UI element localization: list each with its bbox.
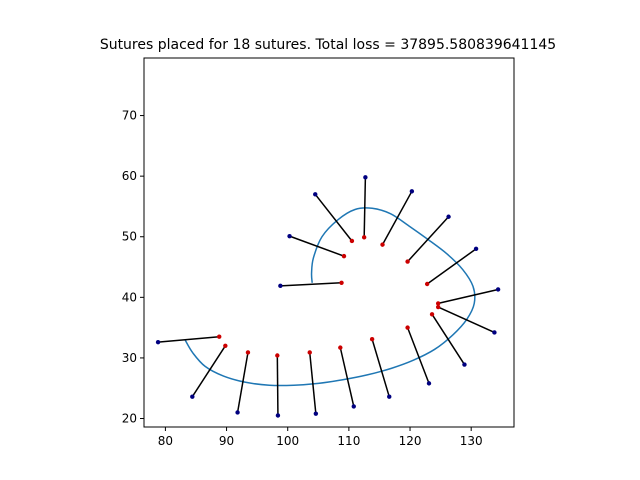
insertion-point-17 [341,253,347,259]
insertion-point-4 [275,353,280,358]
suture-line-3 [236,352,249,413]
insertion-point-18 [339,280,344,285]
extraction-point-17 [287,233,292,239]
extraction-point-12 [473,246,479,252]
extraction-point-6 [351,404,356,409]
insertion-point-1 [217,334,222,339]
insertion-point-8 [405,325,410,330]
suture-line-15 [363,177,367,238]
extraction-point-13 [446,214,451,219]
y-tick-label: 60 [122,169,137,183]
y-tick-label: 70 [122,109,137,123]
insertion-point-7 [369,336,375,342]
suture-line-1 [157,335,220,343]
insertion-point-5 [307,350,312,355]
x-tick-label: 80 [158,434,173,448]
extraction-point-1 [155,339,161,345]
suture-line-8 [406,327,430,384]
insertion-point-6 [338,345,343,350]
suture-line-11 [437,288,499,305]
insertion-point-14 [380,242,385,247]
y-tick-label: 30 [122,351,137,365]
suture-line-12 [426,248,477,285]
suture-line-10 [437,306,495,334]
suture-line-7 [371,338,390,397]
extraction-point-11 [495,287,501,292]
suture-line-17 [289,235,345,257]
y-tick-label: 40 [122,290,137,304]
x-tick-label: 90 [219,434,234,448]
insertion-point-9 [429,312,435,317]
suture-line-16 [314,193,353,242]
extraction-point-16 [313,192,318,197]
x-tick-label: 100 [276,434,299,448]
suture-line-9 [431,313,466,365]
suture-line-4 [276,355,279,416]
insertion-point-12 [424,281,430,287]
wound-curve [184,207,476,387]
suture-line-14 [381,190,413,245]
insertion-point-11 [435,301,441,306]
extraction-point-7 [387,394,392,399]
insertion-point-15 [361,235,367,240]
suture-line-13 [407,216,450,263]
insertion-point-2 [223,343,228,349]
x-tick-label: 130 [460,434,483,448]
insertion-point-13 [405,259,410,264]
suture-line-6 [339,347,355,407]
insertion-point-10 [435,304,441,310]
y-tick-label: 20 [122,412,137,426]
x-tick-label: 110 [337,434,360,448]
extraction-point-4 [275,413,281,418]
extraction-point-9 [462,362,467,367]
plot-area [155,175,501,418]
extraction-point-18 [278,283,283,289]
insertion-point-16 [349,238,355,244]
suture-line-5 [308,352,317,414]
extraction-point-2 [190,394,195,399]
extraction-point-5 [313,411,319,416]
extraction-point-15 [363,175,368,180]
extraction-point-8 [426,381,432,386]
y-tick-label: 50 [122,230,137,244]
x-tick-label: 120 [399,434,422,448]
extraction-point-10 [492,330,497,335]
axis-ticks: 80 90 100 110 120 130 20 30 40 50 60 70 [122,109,483,448]
chart-title: Sutures placed for 18 sutures. Total los… [100,37,556,53]
suture-line-2 [191,345,226,398]
extraction-point-3 [235,410,240,415]
insertion-point-3 [245,350,251,355]
suture-line-18 [280,282,342,287]
extraction-point-14 [409,189,415,194]
axes-frame [143,57,515,428]
